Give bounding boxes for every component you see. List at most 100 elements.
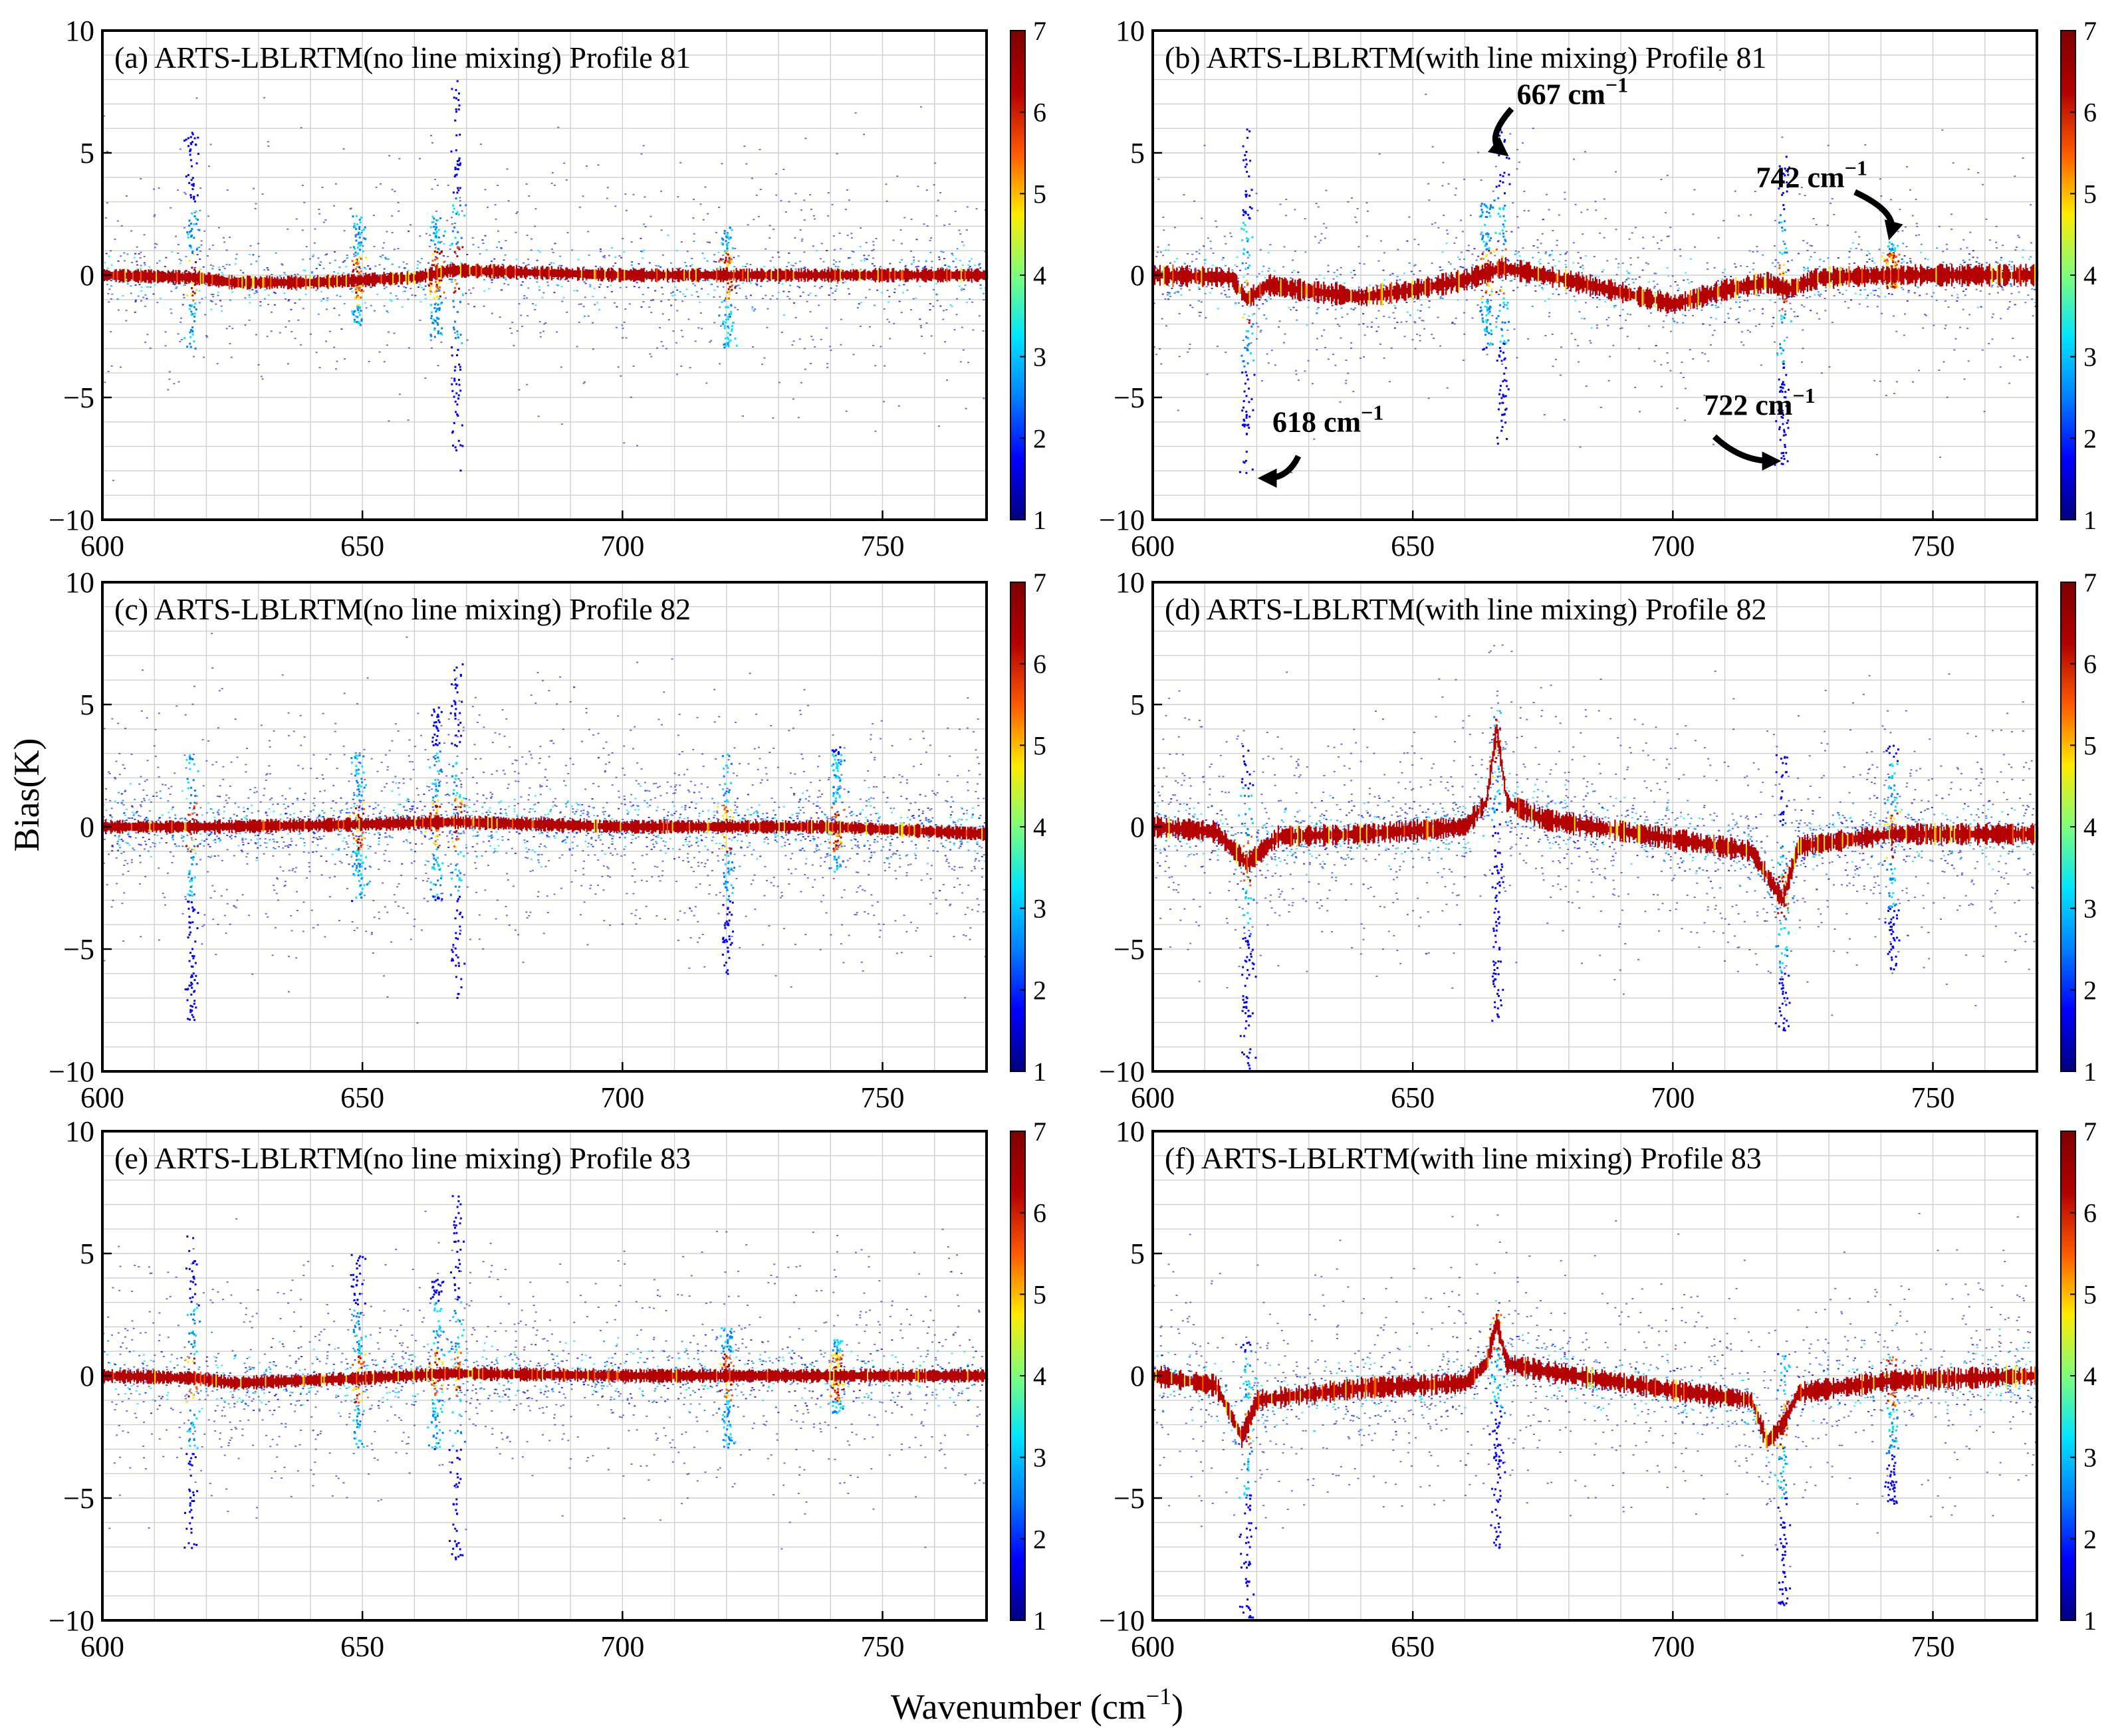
- scatter-point: [734, 306, 737, 308]
- scatter-point: [1550, 254, 1553, 256]
- scatter-point: [1352, 309, 1355, 310]
- core-point: [576, 267, 579, 281]
- core-point: [642, 269, 644, 282]
- scatter-point: [717, 286, 719, 288]
- scatter-point: [1439, 266, 1441, 268]
- core-point: [850, 269, 852, 281]
- scatter-point: [625, 286, 628, 288]
- scatter-point: [538, 289, 541, 291]
- scatter-point: [1647, 263, 1649, 265]
- scatter-point: [1366, 210, 1369, 212]
- scatter-point: [1315, 203, 1318, 205]
- core-point: [417, 271, 419, 283]
- scatter-point: [248, 289, 251, 291]
- scatter-point: [419, 300, 422, 302]
- scatter-point: [1188, 348, 1191, 350]
- scatter-point: [1189, 265, 1191, 267]
- scatter-point: [812, 339, 814, 341]
- scatter-point: [1304, 218, 1306, 220]
- scatter-point: [1852, 286, 1855, 287]
- scatter-point: [872, 249, 875, 251]
- scatter-point: [937, 199, 939, 201]
- scatter-point: [1707, 302, 1710, 304]
- scatter-point: [274, 292, 277, 294]
- scatter-point: [1463, 258, 1465, 260]
- spike-point: [193, 223, 195, 225]
- spike-point: [1502, 306, 1505, 308]
- scatter-point: [1197, 300, 1200, 302]
- core-point: [166, 273, 168, 280]
- scatter-point: [734, 247, 737, 249]
- scatter-point: [432, 221, 435, 223]
- scatter-point: [339, 295, 342, 297]
- y-tick-label: −10: [49, 504, 94, 536]
- core-point: [787, 269, 789, 281]
- scatter-point: [643, 249, 646, 251]
- core-point: [371, 272, 374, 287]
- scatter-point: [1396, 322, 1399, 323]
- scatter-point: [677, 196, 679, 198]
- core-point: [550, 266, 552, 280]
- spike-point: [454, 237, 457, 239]
- scatter-point: [1505, 231, 1508, 233]
- scatter-point: [392, 263, 394, 265]
- scatter-point: [836, 285, 838, 287]
- scatter-point: [184, 193, 187, 195]
- scatter-point: [1907, 291, 1910, 293]
- scatter-point: [1806, 297, 1808, 299]
- scatter-point: [398, 285, 400, 287]
- scatter-point: [491, 312, 493, 314]
- scatter-point: [328, 262, 331, 264]
- scatter-point: [1462, 360, 1465, 362]
- core-point: [735, 268, 737, 282]
- scatter-point: [1967, 360, 1970, 362]
- scatter-point: [210, 308, 213, 310]
- spike-point: [1248, 265, 1250, 267]
- spike-point: [1505, 153, 1508, 156]
- scatter-point: [684, 296, 687, 297]
- core-point: [679, 271, 681, 280]
- scatter-point: [584, 381, 586, 383]
- scatter-point: [346, 255, 348, 256]
- scatter-point: [721, 259, 724, 261]
- spike-point: [1244, 154, 1246, 156]
- core-point: [163, 272, 166, 282]
- scatter-point: [1180, 285, 1182, 287]
- scatter-point: [267, 304, 269, 306]
- scatter-point: [1549, 254, 1551, 256]
- scatter-point: [537, 415, 540, 417]
- core-point: [398, 273, 401, 283]
- scatter-point: [295, 289, 298, 291]
- scatter-point: [588, 254, 590, 256]
- core-point: [140, 269, 142, 283]
- core-point: [753, 271, 756, 280]
- scatter-point: [1552, 259, 1555, 261]
- core-point: [491, 268, 493, 275]
- core-point: [825, 272, 827, 278]
- core-point: [218, 273, 220, 288]
- scatter-point: [1791, 259, 1794, 261]
- core-point: [608, 267, 610, 282]
- scatter-point: [983, 299, 985, 301]
- core-point: [172, 270, 174, 284]
- scatter-point: [507, 200, 510, 202]
- scatter-point: [1207, 237, 1209, 239]
- core-point: [681, 270, 683, 280]
- spike-point: [435, 233, 437, 235]
- scatter-point: [692, 282, 695, 284]
- scatter-point: [370, 286, 372, 288]
- core-point: [530, 269, 532, 276]
- scatter-point: [1714, 304, 1717, 306]
- scatter-point: [835, 288, 838, 290]
- scatter-point: [344, 358, 346, 360]
- spike-point: [188, 225, 191, 227]
- spike-point: [1244, 190, 1247, 193]
- scatter-point: [287, 228, 289, 230]
- scatter-point: [1175, 290, 1178, 292]
- scatter-point: [1692, 213, 1695, 215]
- scatter-point: [660, 190, 662, 192]
- spike-point: [1486, 216, 1488, 218]
- scatter-point: [1471, 317, 1474, 319]
- core-point: [904, 268, 906, 282]
- scatter-point: [1400, 321, 1403, 323]
